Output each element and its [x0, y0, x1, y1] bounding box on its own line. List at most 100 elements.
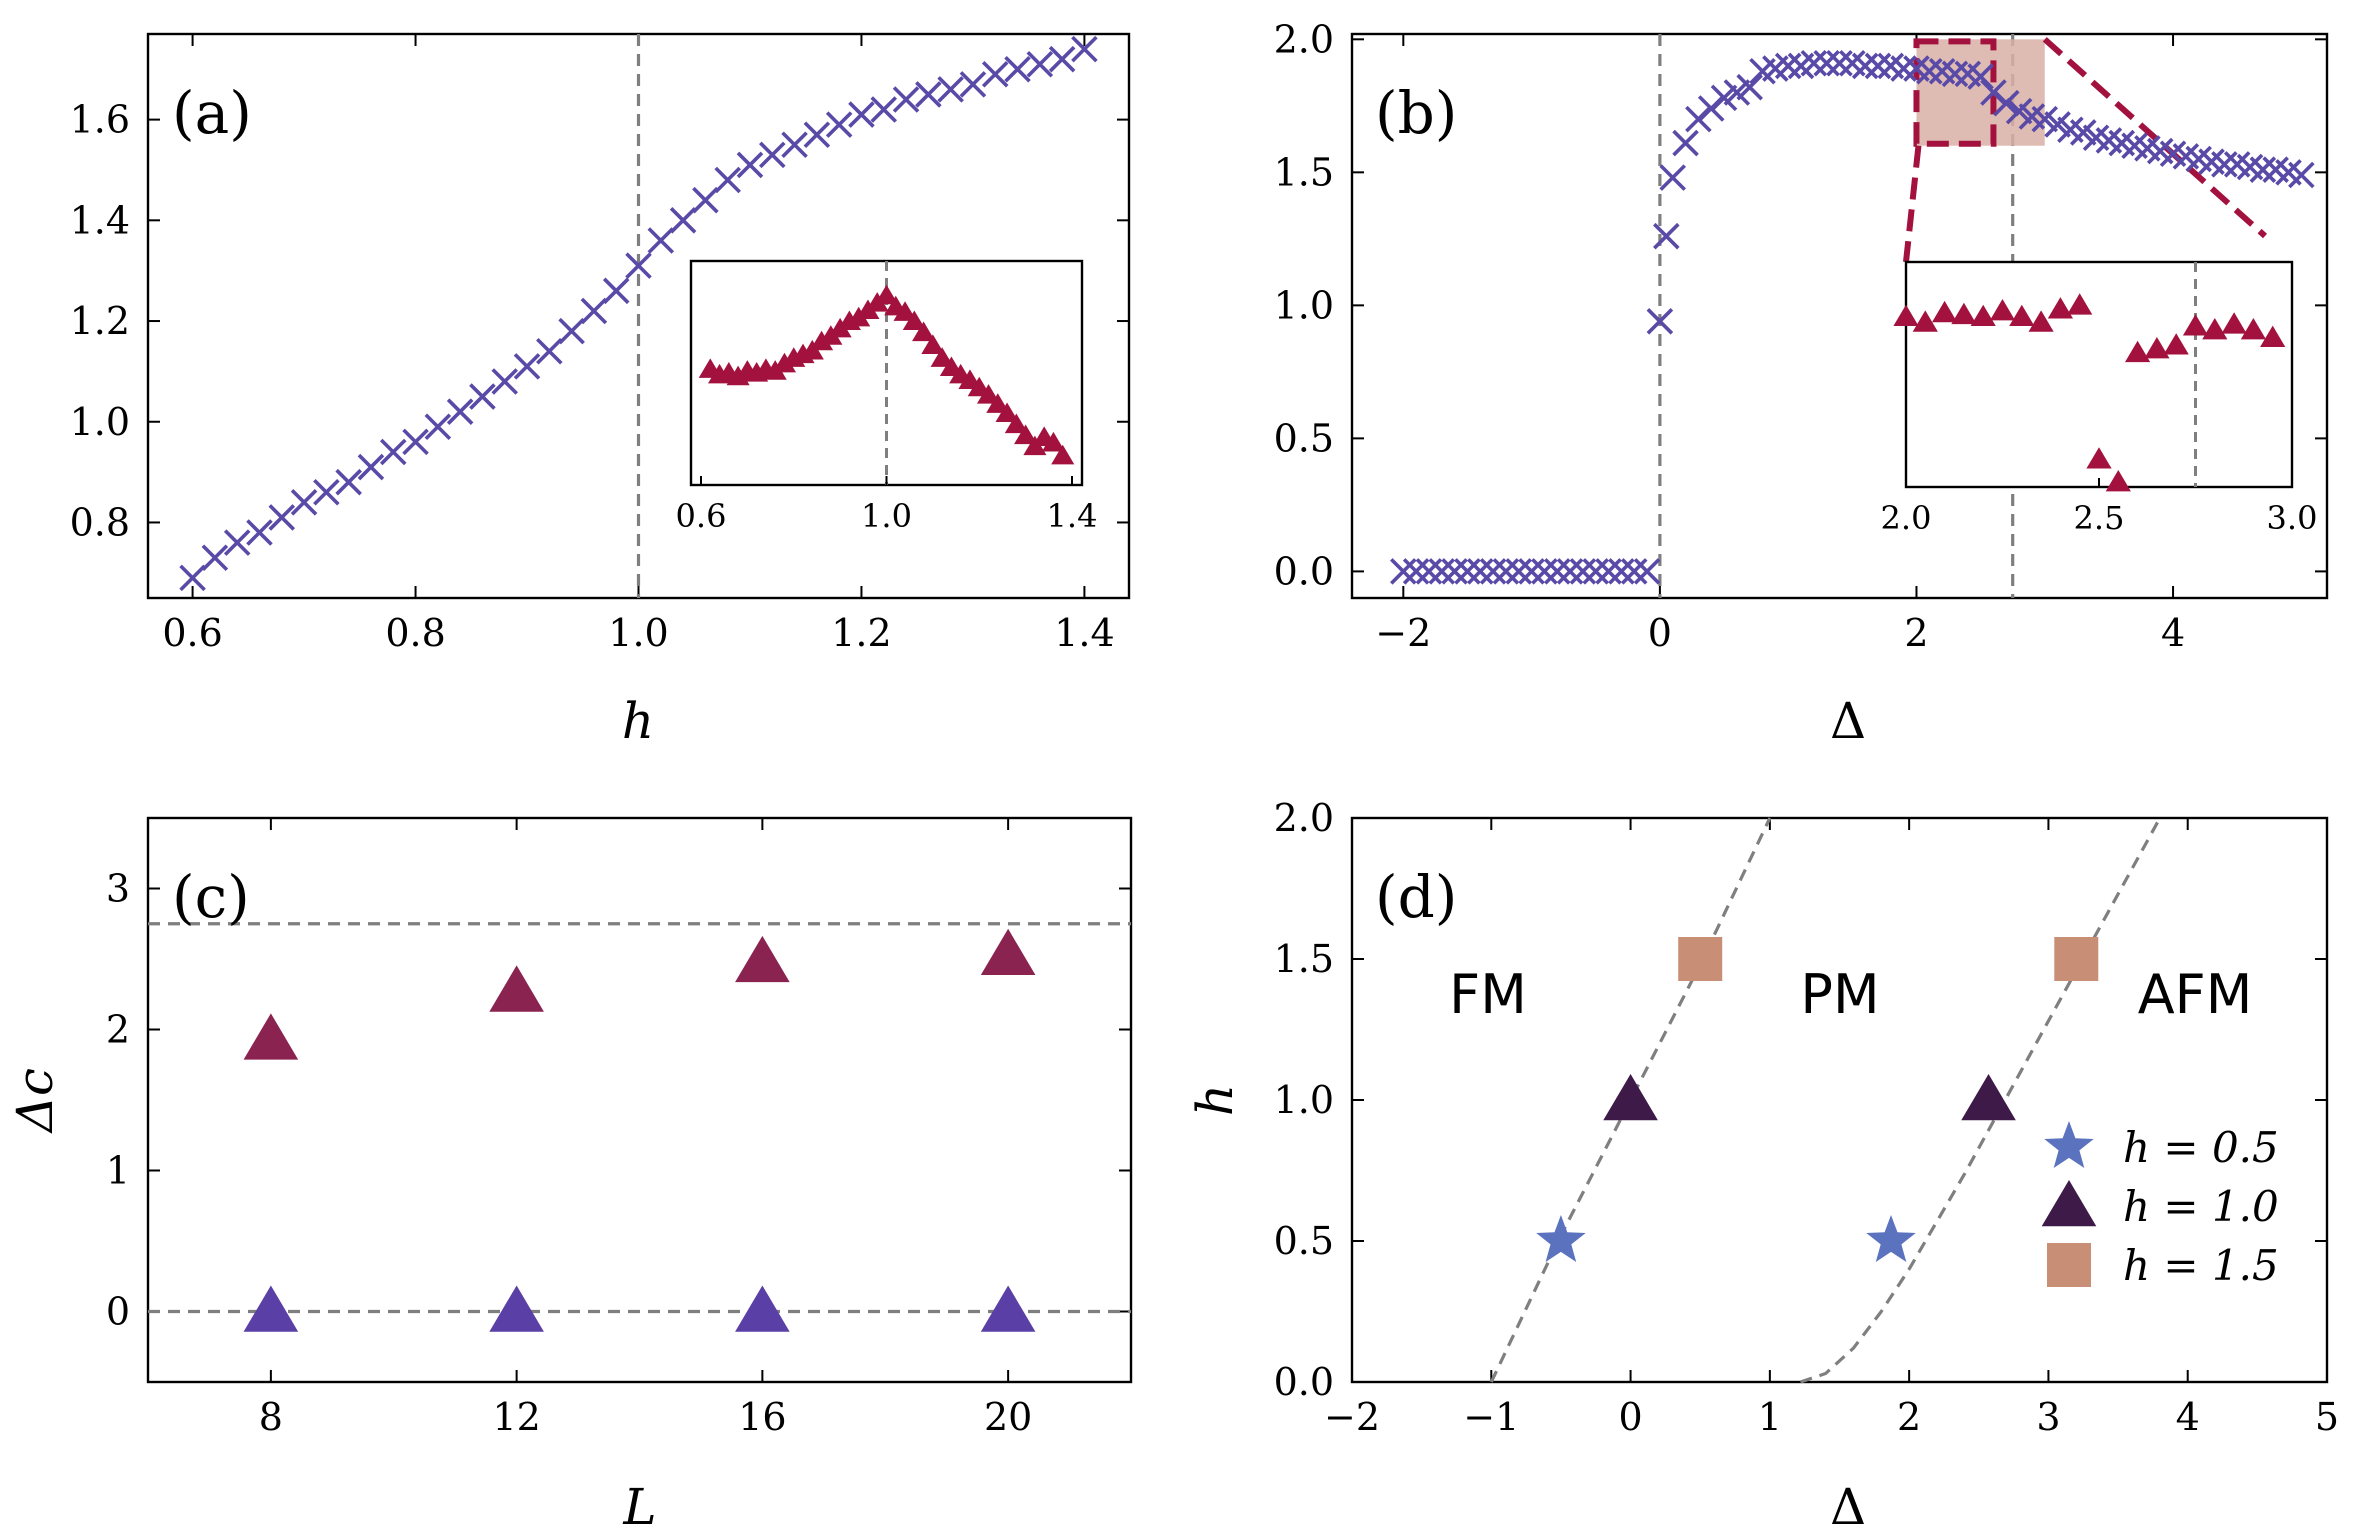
- y-tick-label: 1.5: [1274, 150, 1334, 194]
- inset-data-point-triangle: [1912, 310, 1938, 332]
- zoom-region: [1916, 39, 2045, 146]
- y-tick-label: 0.0: [1274, 1360, 1334, 1404]
- x-tick-label: 5: [2315, 1395, 2339, 1439]
- inset-data-point-triangle: [2182, 314, 2209, 336]
- inset-data-point-triangle: [1014, 424, 1038, 445]
- y-tick-label: 1.4: [70, 198, 130, 242]
- data-point-x: [1993, 89, 2020, 117]
- data-point-x: [937, 76, 964, 103]
- data-point-x: [781, 131, 808, 159]
- data-point-x: [825, 111, 853, 138]
- data-point-x: [1026, 50, 1054, 78]
- x-tick-label: −2: [1324, 1395, 1380, 1439]
- data-point-x: [1967, 63, 1994, 90]
- data-point-x: [1505, 558, 1533, 585]
- data-point-x: [669, 207, 697, 234]
- plot-frame: [146, 816, 1133, 1384]
- data-point-x: [1428, 558, 1456, 585]
- inset-data-point-triangle: [2260, 325, 2286, 347]
- data-point-x: [647, 227, 675, 254]
- data-point-x: [981, 61, 1009, 88]
- x-tick-label: 4: [2161, 611, 2185, 655]
- data-point-x: [2249, 156, 2277, 183]
- data-point-x: [469, 383, 496, 410]
- panel-label-d: (d): [1375, 863, 1457, 931]
- data-point-x: [1479, 558, 1507, 585]
- inset-data-point-triangle: [902, 310, 926, 331]
- data-point-x: [848, 101, 875, 128]
- x-tick-label: 2: [1897, 1395, 1921, 1439]
- inset-data-point-triangle: [1970, 304, 1996, 327]
- data-point-x: [1672, 129, 1699, 157]
- data-point-x: [357, 453, 385, 481]
- legend-marker-square: [2047, 1243, 2091, 1287]
- data-point-x: [379, 438, 407, 466]
- data-point-x: [1441, 558, 1468, 585]
- data-point-x: [1595, 558, 1622, 585]
- legend-label: h = 1.0: [2123, 1182, 2279, 1231]
- data-point-triangle: [1603, 1074, 1658, 1121]
- inset-x-tick-label: 1.4: [1047, 497, 1098, 535]
- legend-label: h = 1.5: [2123, 1241, 2279, 1290]
- x-tick-label: 4: [2176, 1395, 2200, 1439]
- data-point-triangle-upper: [980, 928, 1036, 976]
- data-point-x: [759, 141, 786, 169]
- data-point-square: [2054, 937, 2099, 981]
- phase-boundary-FM-PM: [1489, 817, 1772, 1383]
- x-tick-label: 0.8: [385, 611, 445, 655]
- data-point-x: [290, 489, 318, 516]
- data-point-x: [736, 151, 764, 179]
- legend: h = 0.5 h = 1.0 h = 1.5: [2041, 1121, 2279, 1290]
- data-point-x: [513, 353, 541, 380]
- legend-marker-star: [2044, 1121, 2094, 1168]
- data-point-x: [602, 277, 630, 305]
- zoom-connector-right: [2042, 37, 2267, 239]
- region-label-pm: PM: [1800, 963, 1879, 1026]
- inset-x-tick-label: 1.0: [861, 497, 912, 535]
- inset-x-tick-label: 0.6: [676, 497, 727, 535]
- data-point-x: [1736, 73, 1763, 101]
- panel-label-a: (a): [172, 79, 252, 147]
- plot-frame: [1350, 816, 2329, 1384]
- inset-data-point-triangle: [986, 393, 1010, 413]
- x-tick-label: 1.2: [831, 611, 891, 655]
- inset-data-point-triangle: [976, 384, 1001, 404]
- data-point-x: [1774, 52, 1802, 80]
- legend-marker-triangle: [2041, 1180, 2097, 1227]
- inset-data-point-triangle: [893, 301, 917, 321]
- inset-data-point-triangle: [1041, 431, 1065, 452]
- x-tick-label: 2: [1904, 611, 1928, 655]
- x-tick-label: 3: [2036, 1395, 2060, 1439]
- data-point-x: [1864, 52, 1892, 80]
- data-point-x: [446, 398, 474, 425]
- y-tick-label: 1.0: [1274, 283, 1334, 327]
- data-point-x: [892, 86, 920, 113]
- data-point-x: [1048, 45, 1076, 73]
- data-point-x: [1653, 222, 1680, 250]
- inset-data-point-triangle: [921, 334, 945, 354]
- zoom-connector-left: [1903, 145, 1922, 263]
- y-tick-label: 0: [106, 1290, 130, 1334]
- inset-data-point-triangle: [1989, 299, 2016, 321]
- data-point-x: [313, 478, 340, 506]
- data-point-x: [1620, 558, 1648, 585]
- inset-data-point-triangle: [2125, 340, 2151, 363]
- y-tick-label: 1.0: [70, 400, 130, 444]
- data-point-x: [536, 337, 563, 365]
- panel-b: −2 0 2 4 0.0 0.5 1.0 1.5 2.0 (b) Δ 2.0 2.5 3.0: [1274, 17, 2329, 750]
- inset-x-tick-label: 2.5: [2074, 499, 2125, 537]
- data-point-x: [1390, 558, 1417, 585]
- inset-data-point-triangle: [2144, 337, 2170, 359]
- x-tick-label: 0: [1618, 1395, 1642, 1439]
- y-tick-label: 1.5: [1274, 937, 1334, 981]
- inset-x-tick-label: 3.0: [2267, 499, 2318, 537]
- data-point-x: [692, 186, 719, 214]
- x-tick-label: −2: [1375, 611, 1431, 655]
- data-point-x: [1454, 558, 1481, 585]
- data-point-x: [402, 428, 429, 456]
- inset-data-point-triangle: [2086, 447, 2112, 469]
- data-point-x: [2211, 151, 2238, 178]
- data-point-x: [1813, 49, 1840, 77]
- data-point-x: [1518, 558, 1545, 585]
- inset-data-point-triangle: [1932, 300, 1958, 323]
